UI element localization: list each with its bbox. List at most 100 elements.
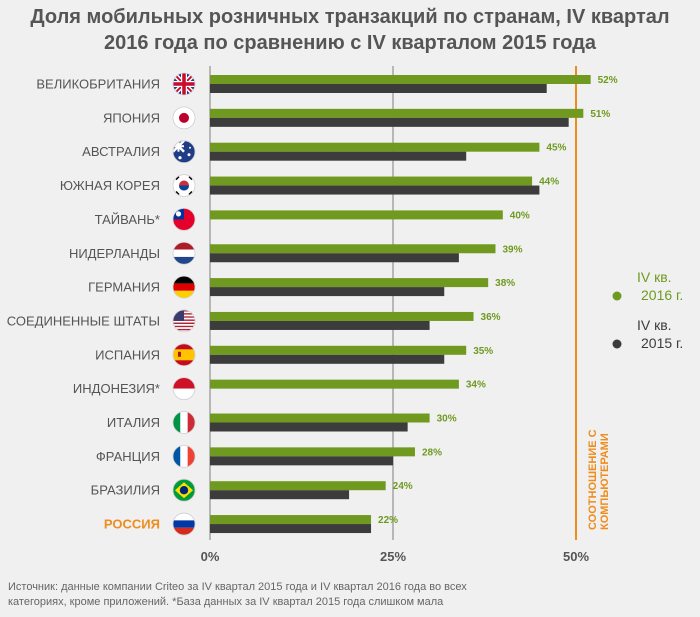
bar-value-label: 39% <box>502 244 522 255</box>
legend-item: IV кв. 2016 г. <box>612 269 683 303</box>
uk-flag-icon <box>172 72 196 96</box>
category-label: НИДЕРЛАНДЫ <box>69 246 160 261</box>
chart-row: ГЕРМАНИЯ 38% <box>88 275 515 299</box>
bar-2015 <box>210 287 445 297</box>
bar-value-label: 34% <box>466 380 486 391</box>
chart-row: ИНДОНЕЗИЯ* 34% <box>73 377 486 401</box>
chart-title: Доля мобильных розничных транзакций по с… <box>0 4 700 56</box>
bar-value-label: 40% <box>510 210 530 221</box>
japan-flag-icon <box>172 106 196 130</box>
bar-2015 <box>210 151 467 161</box>
category-label: ЯПОНИЯ <box>103 110 160 125</box>
bar-value-label: 51% <box>590 109 610 120</box>
legend: IV кв. 2016 г. IV кв. 2015 г. <box>612 269 683 351</box>
chart-row: ИТАЛИЯ 30% <box>107 411 457 434</box>
gridlines <box>209 66 394 540</box>
bar-2016 <box>210 413 430 423</box>
bar-2016 <box>210 311 474 321</box>
category-label: ИСПАНИЯ <box>95 347 160 362</box>
bar-value-label: 52% <box>598 75 618 86</box>
bar-value-label: 45% <box>546 143 566 154</box>
bar-value-label: 24% <box>393 481 413 492</box>
indonesia-flag-icon <box>172 377 196 401</box>
taiwan-flag-icon <box>172 207 196 231</box>
category-label: АВСТРАЛИЯ <box>82 144 160 159</box>
category-label: ЮЖНАЯ КОРЕЯ <box>60 178 160 193</box>
bar-2015 <box>210 84 547 93</box>
bar-2016 <box>210 447 415 457</box>
legend-marker <box>612 291 622 301</box>
category-label: ИТАЛИЯ <box>107 415 160 430</box>
chart-title-line-1: Доля мобильных розничных транзакций по с… <box>30 6 670 28</box>
bar-2016 <box>210 210 503 220</box>
france-flag-icon <box>172 444 196 468</box>
category-label: СОЕДИНЕННЫЕ ШТАТЫ <box>7 313 160 328</box>
bar-2016 <box>210 515 372 525</box>
bar-2015 <box>210 524 372 534</box>
legend-label: IV кв. 2016 г. <box>637 269 683 303</box>
bar-2016 <box>210 244 496 254</box>
chart-row: ЮЖНАЯ КОРЕЯ 44% <box>60 174 559 197</box>
bar-2015 <box>210 185 540 195</box>
bar-value-label: 22% <box>378 515 398 526</box>
chart-row: АВСТРАЛИЯ 45% <box>82 140 567 164</box>
australia-flag-icon <box>172 140 196 164</box>
bar-2015 <box>210 422 408 432</box>
bar-2016 <box>210 108 584 118</box>
category-label: ИНДОНЕЗИЯ* <box>73 381 160 396</box>
chart-row: ЯПОНИЯ 51% <box>103 106 610 130</box>
bar-2015 <box>210 117 569 127</box>
chart-row: БРАЗИЛИЯ 24% <box>91 478 413 502</box>
chart-row: СОЕДИНЕННЫЕ ШТАТЫ 36% <box>7 309 501 333</box>
bar-value-label: 35% <box>473 346 493 357</box>
bar-2015 <box>210 320 430 330</box>
bar-value-label: 30% <box>437 414 457 425</box>
chart-row: ФРАНЦИЯ 28% <box>96 444 442 468</box>
x-tick-label: 0% <box>201 549 220 564</box>
bar-value-label: 28% <box>422 447 442 458</box>
bar-value-label: 44% <box>539 177 559 188</box>
bar-value-label: 36% <box>481 312 501 323</box>
category-label: БРАЗИЛИЯ <box>91 483 160 498</box>
bar-value-label: 38% <box>495 278 515 289</box>
russia-flag-icon <box>172 512 196 536</box>
italy-flag-icon <box>172 411 196 434</box>
legend-item: IV кв. 2015 г. <box>612 317 683 351</box>
x-tick-label: 25% <box>380 549 406 564</box>
category-label: ВЕЛИКОБРИТАНИЯ <box>36 77 160 92</box>
bar-2016 <box>210 481 386 491</box>
bar-2016 <box>210 142 540 152</box>
x-tick-label: 50% <box>563 549 589 564</box>
chart-row: ТАЙВАНЬ* 40% <box>95 207 530 231</box>
spain-flag-icon <box>172 343 196 367</box>
usa-flag-icon <box>172 309 196 333</box>
bar-2016 <box>210 176 533 186</box>
chart-row: РОССИЯ 22% <box>104 512 398 536</box>
germany-flag-icon <box>172 275 196 299</box>
legend-label: IV кв. 2015 г. <box>637 317 683 351</box>
category-label: РОССИЯ <box>104 517 160 532</box>
brazil-flag-icon <box>172 478 196 502</box>
south-korea-flag-icon <box>172 174 196 197</box>
netherlands-flag-icon <box>172 241 196 265</box>
bar-2016 <box>210 75 591 84</box>
reference-line-label: СООТНОШЕНИЕ СКОМПЬЮТЕРАМИ <box>587 429 611 530</box>
category-label: ГЕРМАНИЯ <box>88 280 160 295</box>
bar-2015 <box>210 490 350 500</box>
legend-marker <box>612 339 622 349</box>
chart-title-line-2: 2016 года по сравнению с IV кварталом 20… <box>103 32 597 54</box>
bar-2015 <box>210 354 445 364</box>
chart-row: НИДЕРЛАНДЫ 39% <box>69 241 523 265</box>
bar-2016 <box>210 278 489 288</box>
bar-2016 <box>210 345 467 355</box>
chart-row: ИСПАНИЯ 35% <box>95 343 493 367</box>
bar-2015 <box>210 253 459 263</box>
category-label: ФРАНЦИЯ <box>96 449 160 464</box>
chart-row: ВЕЛИКОБРИТАНИЯ 52% <box>36 72 618 96</box>
bar-2015 <box>210 456 393 466</box>
category-label: ТАЙВАНЬ* <box>95 212 160 227</box>
source-footnote-line-1: Источник: данные компании Criteo за IV к… <box>8 581 467 593</box>
source-footnote: Источник: данные компании Criteo за IV к… <box>8 580 698 610</box>
source-footnote-line-2: категориях, кроме приложений. *База данн… <box>8 596 444 608</box>
